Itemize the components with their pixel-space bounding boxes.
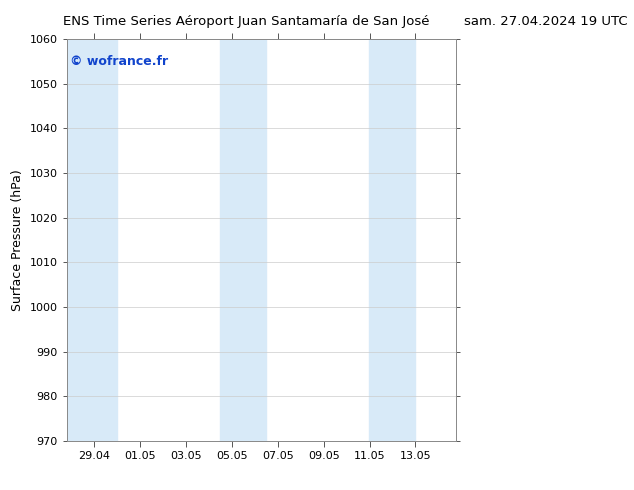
Bar [220,39,266,441]
Y-axis label: Surface Pressure (hPa): Surface Pressure (hPa) [11,169,24,311]
Bar [67,39,117,441]
Bar [370,39,415,441]
Text: sam. 27.04.2024 19 UTC: sam. 27.04.2024 19 UTC [464,15,628,28]
Text: © wofrance.fr: © wofrance.fr [70,55,169,68]
Text: ENS Time Series Aéroport Juan Santamaría de San José: ENS Time Series Aéroport Juan Santamaría… [63,15,430,28]
